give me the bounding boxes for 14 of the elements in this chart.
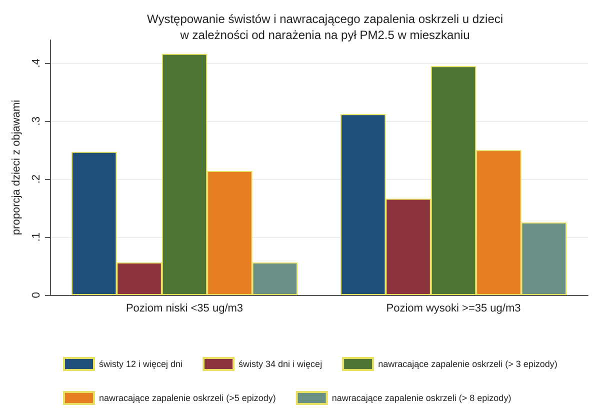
legend-label: świsty 34 dni i więcej bbox=[238, 359, 322, 369]
y-tick-label: 0 bbox=[30, 292, 42, 298]
chart-title: Występowanie świstów i nawracającego zapalenia oskrzeli u dzieci w zależności od narażenia na pył PM2.5 w mieszkaniu bbox=[146, 12, 504, 42]
legend-label: świsty 12 i więcej dni bbox=[99, 359, 183, 369]
y-tick-label: .4 bbox=[30, 58, 42, 68]
x-tick-label: Poziom niski <35 ug/m3 bbox=[126, 302, 244, 314]
y-tick-label: .2 bbox=[30, 174, 42, 184]
y-tick-label: .3 bbox=[30, 116, 42, 126]
legend-label: nawracające zapalenie oskrzeli (>5 epizody) bbox=[99, 393, 276, 403]
y-axis-title: proporcja dzieci z objawami bbox=[10, 100, 22, 236]
x-tick-label: Poziom wysoki >=35 ug/m3 bbox=[386, 302, 521, 314]
legend-label: nawracające zapalenie oskrzeli (> 3 epizody) bbox=[378, 359, 558, 369]
y-tick-label: .1 bbox=[30, 232, 42, 242]
legend-label: nawracające zapalenie oskrzeli (> 8 epizody) bbox=[332, 393, 512, 403]
